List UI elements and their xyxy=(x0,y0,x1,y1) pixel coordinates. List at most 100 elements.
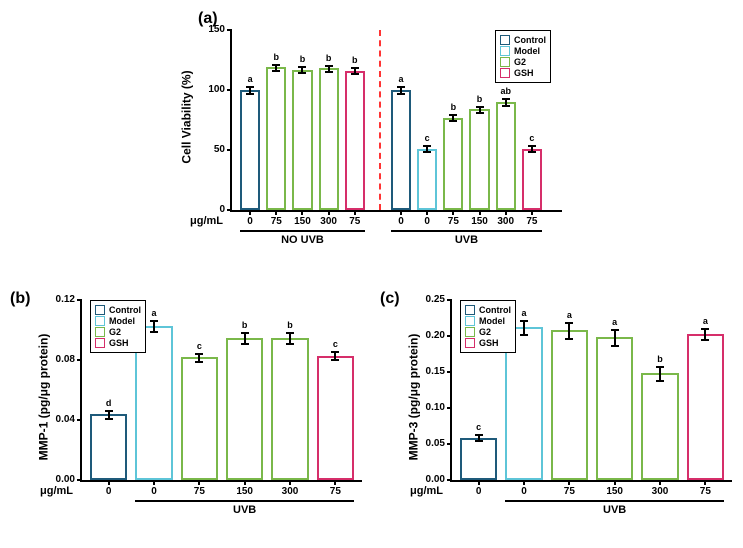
error-cap xyxy=(502,105,510,107)
panel-c: (c) MMP-3 (pg/μg protein) 0.000.050.100.… xyxy=(380,290,740,540)
x-tick xyxy=(328,210,330,215)
bar xyxy=(551,330,588,480)
y-tick-label: 0.15 xyxy=(417,366,445,377)
x-tick-label: 75 xyxy=(690,486,720,497)
y-tick-label: 0.04 xyxy=(47,414,75,425)
x-tick-label: 300 xyxy=(645,486,675,497)
y-tick xyxy=(447,479,452,481)
error-cap xyxy=(423,145,431,147)
group-label: NO UVB xyxy=(240,234,365,246)
y-tick-label: 100 xyxy=(197,84,225,95)
legend-swatch xyxy=(500,57,510,67)
panel-b-label: (b) xyxy=(10,290,30,308)
bar xyxy=(292,70,312,210)
legend-label: Model xyxy=(109,316,135,326)
error-cap xyxy=(656,366,664,368)
x-tick-label: 0 xyxy=(509,486,539,497)
error-cap xyxy=(241,343,249,345)
bar xyxy=(319,68,339,210)
significance-label: b xyxy=(469,94,489,104)
error-cap xyxy=(246,86,254,88)
legend-swatch xyxy=(95,327,105,337)
legend-label: G2 xyxy=(109,327,121,337)
bar xyxy=(271,338,308,481)
error-bar xyxy=(568,322,570,339)
legend-label: Control xyxy=(514,35,546,45)
x-tick xyxy=(198,480,200,485)
error-bar xyxy=(614,329,616,346)
panel-a-ylabel: Cell Viability (%) xyxy=(180,70,194,163)
error-cap xyxy=(195,353,203,355)
legend-label: G2 xyxy=(479,327,491,337)
bar xyxy=(443,118,463,210)
legend-item-control: Control xyxy=(500,35,546,45)
y-tick xyxy=(227,89,232,91)
y-tick-label: 0.20 xyxy=(417,330,445,341)
error-cap xyxy=(611,345,619,347)
bar xyxy=(317,356,354,481)
significance-label: a xyxy=(240,74,260,84)
significance-label: b xyxy=(266,52,286,62)
error-cap xyxy=(528,145,536,147)
significance-label: a xyxy=(551,310,588,320)
x-tick xyxy=(478,480,480,485)
x-tick xyxy=(334,480,336,485)
y-tick-label: 150 xyxy=(197,24,225,35)
bar xyxy=(181,357,218,480)
x-tick xyxy=(301,210,303,215)
legend-item-model: Model xyxy=(465,316,511,326)
legend-swatch xyxy=(500,68,510,78)
bar xyxy=(240,90,260,210)
legend-label: Control xyxy=(479,305,511,315)
bar xyxy=(226,338,263,481)
x-tick-label: 0 xyxy=(139,486,169,497)
x-tick xyxy=(659,480,661,485)
x-tick xyxy=(505,210,507,215)
error-cap xyxy=(397,86,405,88)
error-cap xyxy=(286,343,294,345)
legend-item-gsh: GSH xyxy=(500,68,546,78)
x-tick xyxy=(108,480,110,485)
legend-label: G2 xyxy=(514,57,526,67)
panel-b: (b) MMP-1 (pg/μg protein) 0.000.040.080.… xyxy=(10,290,370,540)
error-cap xyxy=(476,106,484,108)
x-tick-label: 75 xyxy=(184,486,214,497)
y-tick xyxy=(77,479,82,481)
x-tick-label: 75 xyxy=(517,216,547,227)
y-tick xyxy=(77,359,82,361)
x-tick xyxy=(614,480,616,485)
group-divider xyxy=(379,30,381,210)
significance-label: a xyxy=(596,317,633,327)
y-tick-label: 0.10 xyxy=(417,402,445,413)
significance-label: b xyxy=(226,320,263,330)
error-cap xyxy=(520,334,528,336)
error-cap xyxy=(150,331,158,333)
x-tick xyxy=(244,480,246,485)
bar xyxy=(460,438,497,480)
bar xyxy=(345,71,365,210)
significance-label: c xyxy=(522,133,542,143)
y-tick xyxy=(227,149,232,151)
legend-label: Control xyxy=(109,305,141,315)
legend-item-g2: G2 xyxy=(500,57,546,67)
error-cap xyxy=(246,93,254,95)
x-tick xyxy=(153,480,155,485)
significance-label: c xyxy=(417,133,437,143)
group-label: UVB xyxy=(505,504,724,516)
panel-c-legend: ControlModelG2GSH xyxy=(460,300,516,353)
y-tick-label: 0.00 xyxy=(47,474,75,485)
error-cap xyxy=(565,338,573,340)
error-cap xyxy=(105,410,113,412)
significance-label: b xyxy=(345,55,365,65)
error-cap xyxy=(351,73,359,75)
y-tick-label: 50 xyxy=(197,144,225,155)
x-tick xyxy=(531,210,533,215)
significance-label: b xyxy=(292,54,312,64)
error-bar xyxy=(523,320,525,334)
x-unit-label: μg/mL xyxy=(190,215,223,227)
x-tick xyxy=(249,210,251,215)
error-cap xyxy=(475,440,483,442)
error-cap xyxy=(351,67,359,69)
error-cap xyxy=(195,361,203,363)
error-cap xyxy=(502,98,510,100)
